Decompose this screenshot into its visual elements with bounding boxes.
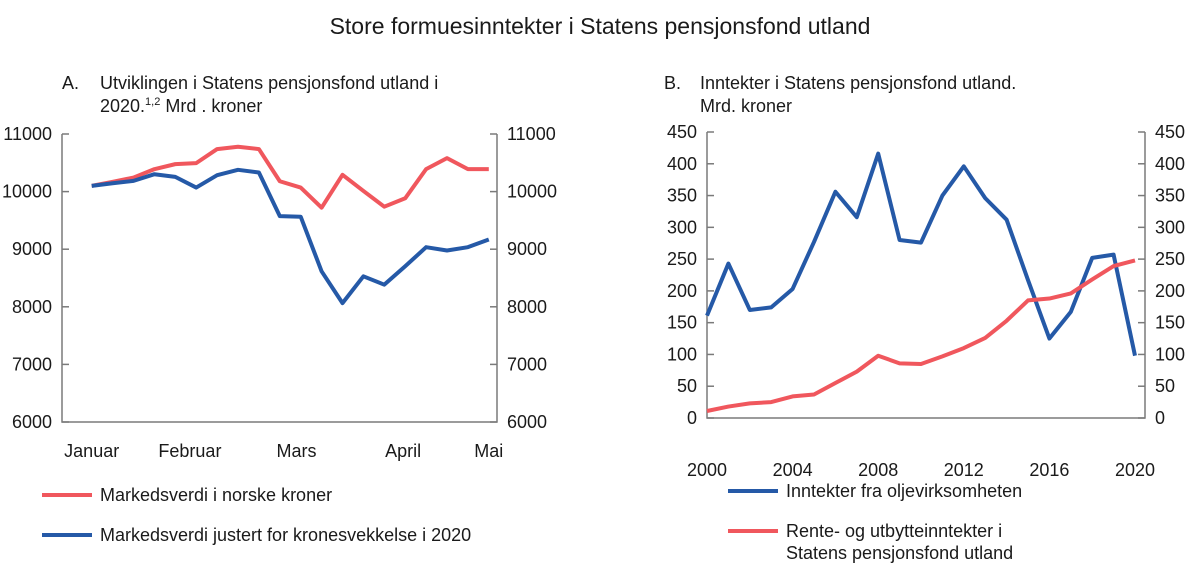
b-xtick-label: 2020 (1115, 460, 1155, 480)
panel-b-title-line1: Inntekter i Statens pensjonsfond utland. (700, 73, 1017, 93)
b-ytick-label-right: 150 (1155, 313, 1185, 333)
b-ytick-label-right: 400 (1155, 154, 1185, 174)
legend-a-red-label: Markedsverdi i norske kroner (100, 485, 333, 505)
b-xtick-label: 2012 (944, 460, 984, 480)
b-ytick-label-right: 300 (1155, 217, 1185, 237)
a-xtick-label: Januar (64, 441, 119, 461)
a-ytick-label-right: 9000 (507, 239, 547, 259)
a-ytick-label-left: 6000 (12, 412, 52, 432)
b-ytick-label-right: 450 (1155, 122, 1185, 142)
title-text: Mrd . kroner (160, 96, 263, 116)
a-xtick-label: April (385, 441, 421, 461)
title-text: 2020. (100, 96, 146, 116)
legend-a-blue-label: Markedsverdi justert for kronesvekkelse … (100, 525, 472, 545)
panel-a-label: A. (62, 73, 80, 93)
panel-b-title-line2: Mrd. kroner (700, 96, 793, 116)
legend-b-red-label-line2: Statens pensjonsfond utland (786, 543, 1014, 563)
b-ytick-label-left: 450 (667, 122, 697, 142)
b-ytick-label-right: 0 (1155, 408, 1165, 428)
a-axes (61, 134, 498, 423)
b-ytick-label-right: 200 (1155, 281, 1185, 301)
legend-b-red-label-line1: Rente- og utbytteinntekter i (786, 521, 1003, 541)
b-ytick-label-left: 200 (667, 281, 697, 301)
b-axes (706, 132, 1146, 419)
footnote-ref: 1,2 (145, 96, 161, 108)
b-ytick-label-right: 50 (1155, 376, 1175, 396)
b-ytick-label-right: 250 (1155, 249, 1185, 269)
b-series-line-0 (705, 151, 1137, 357)
a-ytick-label-right: 11000 (507, 124, 556, 144)
a-xtick-label: Februar (158, 441, 221, 461)
a-ytick-label-right: 8000 (507, 297, 547, 317)
b-ytick-label-left: 250 (667, 249, 697, 269)
a-xtick-label: Mai (474, 441, 503, 461)
a-ytick-label-left: 8000 (12, 297, 52, 317)
a-series-line-0 (91, 144, 489, 210)
a-ytick-label-right: 6000 (507, 412, 547, 432)
b-xtick-label: 2000 (687, 460, 727, 480)
a-ytick-label-left: 9000 (12, 239, 52, 259)
a-series-line-1 (91, 167, 490, 306)
b-ytick-label-left: 300 (667, 217, 697, 237)
a-ytick-label-left: 7000 (12, 354, 52, 374)
b-xtick-label: 2008 (858, 460, 898, 480)
b-xtick-label: 2004 (773, 460, 813, 480)
a-ytick-label-left: 11000 (3, 124, 52, 144)
b-series-line-1 (706, 258, 1136, 413)
b-ytick-label-left: 100 (667, 344, 697, 364)
b-ytick-label-right: 350 (1155, 186, 1185, 206)
panel-a-title-line1: Utviklingen i Statens pensjonsfond utlan… (100, 73, 439, 93)
a-ytick-label-right: 7000 (507, 354, 547, 374)
b-ytick-label-left: 350 (667, 186, 697, 206)
b-ytick-label-left: 50 (677, 376, 697, 396)
figure-title: Store formuesinntekter i Statens pensjon… (329, 13, 871, 39)
panel-a-title-line2: 2020.1,2 Mrd . kroner (100, 96, 262, 117)
legend-b-blue-label: Inntekter fra oljevirksomheten (786, 481, 1023, 501)
a-xtick-label: Mars (277, 441, 317, 461)
b-ytick-label-left: 0 (687, 408, 697, 428)
panel-b-label: B. (664, 73, 682, 93)
a-ytick-label-right: 10000 (507, 182, 557, 202)
b-ytick-label-left: 400 (667, 154, 697, 174)
a-ytick-label-left: 10000 (2, 182, 52, 202)
b-xtick-label: 2016 (1029, 460, 1069, 480)
b-ytick-label-right: 100 (1155, 344, 1185, 364)
b-ytick-label-left: 150 (667, 313, 697, 333)
